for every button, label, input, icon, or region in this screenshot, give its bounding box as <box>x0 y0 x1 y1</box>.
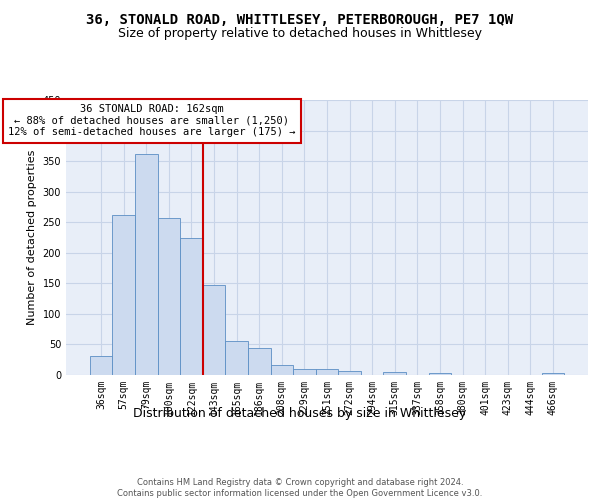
Text: 36 STONALD ROAD: 162sqm
← 88% of detached houses are smaller (1,250)
12% of semi: 36 STONALD ROAD: 162sqm ← 88% of detache… <box>8 104 296 138</box>
Bar <box>203 284 226 375</box>
Bar <box>158 218 180 375</box>
Text: 36, STONALD ROAD, WHITTLESEY, PETERBOROUGH, PE7 1QW: 36, STONALD ROAD, WHITTLESEY, PETERBOROU… <box>86 12 514 26</box>
Bar <box>428 373 451 375</box>
Text: Distribution of detached houses by size in Whittlesey: Distribution of detached houses by size … <box>133 408 467 420</box>
Bar <box>135 154 158 375</box>
Text: Size of property relative to detached houses in Whittlesey: Size of property relative to detached ho… <box>118 28 482 40</box>
Bar <box>338 370 361 375</box>
Bar <box>180 238 203 375</box>
Bar <box>271 364 293 375</box>
Bar <box>90 356 112 375</box>
Bar <box>248 348 271 375</box>
Bar <box>542 373 564 375</box>
Bar <box>383 372 406 375</box>
Bar <box>112 215 135 375</box>
Y-axis label: Number of detached properties: Number of detached properties <box>27 150 37 325</box>
Bar <box>226 341 248 375</box>
Bar <box>316 369 338 375</box>
Text: Contains HM Land Registry data © Crown copyright and database right 2024.
Contai: Contains HM Land Registry data © Crown c… <box>118 478 482 498</box>
Bar <box>293 369 316 375</box>
